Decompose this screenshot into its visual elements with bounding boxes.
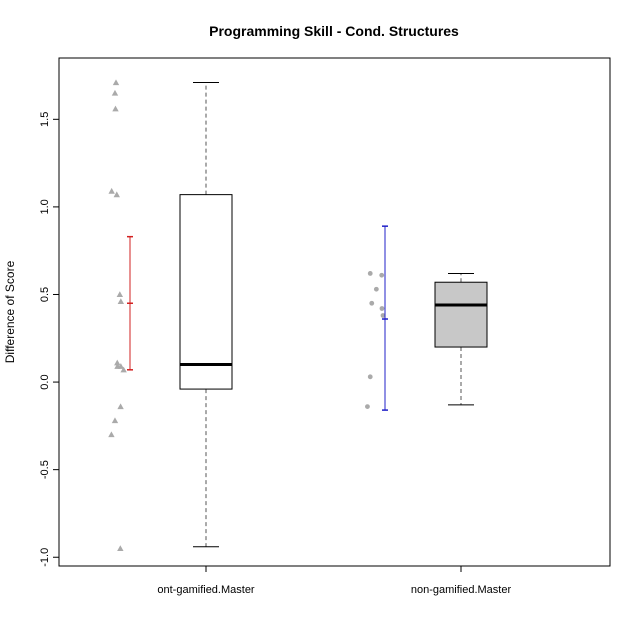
data-point — [120, 366, 127, 373]
data-point — [367, 374, 373, 380]
y-axis-label: Difference of Score — [3, 260, 17, 363]
data-point — [365, 404, 370, 409]
box-2 — [434, 272, 488, 406]
box-1 — [179, 82, 233, 548]
data-point — [117, 298, 125, 305]
data-point — [117, 545, 124, 552]
data-point — [367, 271, 373, 276]
error-bar — [382, 225, 388, 411]
data-point — [380, 313, 386, 318]
y-tick-label: -0.5 — [39, 460, 51, 479]
y-tick-label: 0.0 — [39, 374, 51, 389]
box-body — [434, 281, 488, 348]
data-point — [111, 89, 119, 96]
plot-layer — [108, 79, 488, 552]
y-tick-label: 1.5 — [39, 112, 51, 127]
data-point — [112, 105, 119, 112]
data-point — [113, 191, 120, 198]
y-tick-label: 1.0 — [39, 199, 51, 214]
data-point — [373, 286, 379, 292]
y-axis: -1.0 -0.5 0.0 0.5 1.0 1.5 — [39, 112, 60, 567]
data-point — [369, 300, 375, 306]
data-point — [108, 187, 115, 194]
data-point — [379, 306, 385, 311]
plot-frame — [58, 57, 611, 567]
data-point — [117, 363, 125, 369]
data-point — [117, 403, 124, 410]
x-tick-label: ont-gamified.Master — [157, 584, 255, 596]
data-point — [116, 291, 124, 298]
data-point — [108, 431, 115, 438]
box-body — [179, 194, 233, 390]
y-tick-label: -1.0 — [39, 548, 51, 567]
data-point — [112, 79, 120, 86]
data-point — [111, 417, 119, 424]
chart-title: Programming Skill - Cond. Structures — [209, 23, 459, 39]
data-point — [379, 272, 385, 278]
error-bar — [127, 235, 133, 371]
y-tick-label: 0.5 — [39, 287, 51, 302]
x-tick-label: non-gamified.Master — [411, 584, 512, 596]
data-point — [114, 359, 121, 366]
x-axis: ont-gamified.Master non-gamified.Master — [157, 565, 512, 596]
